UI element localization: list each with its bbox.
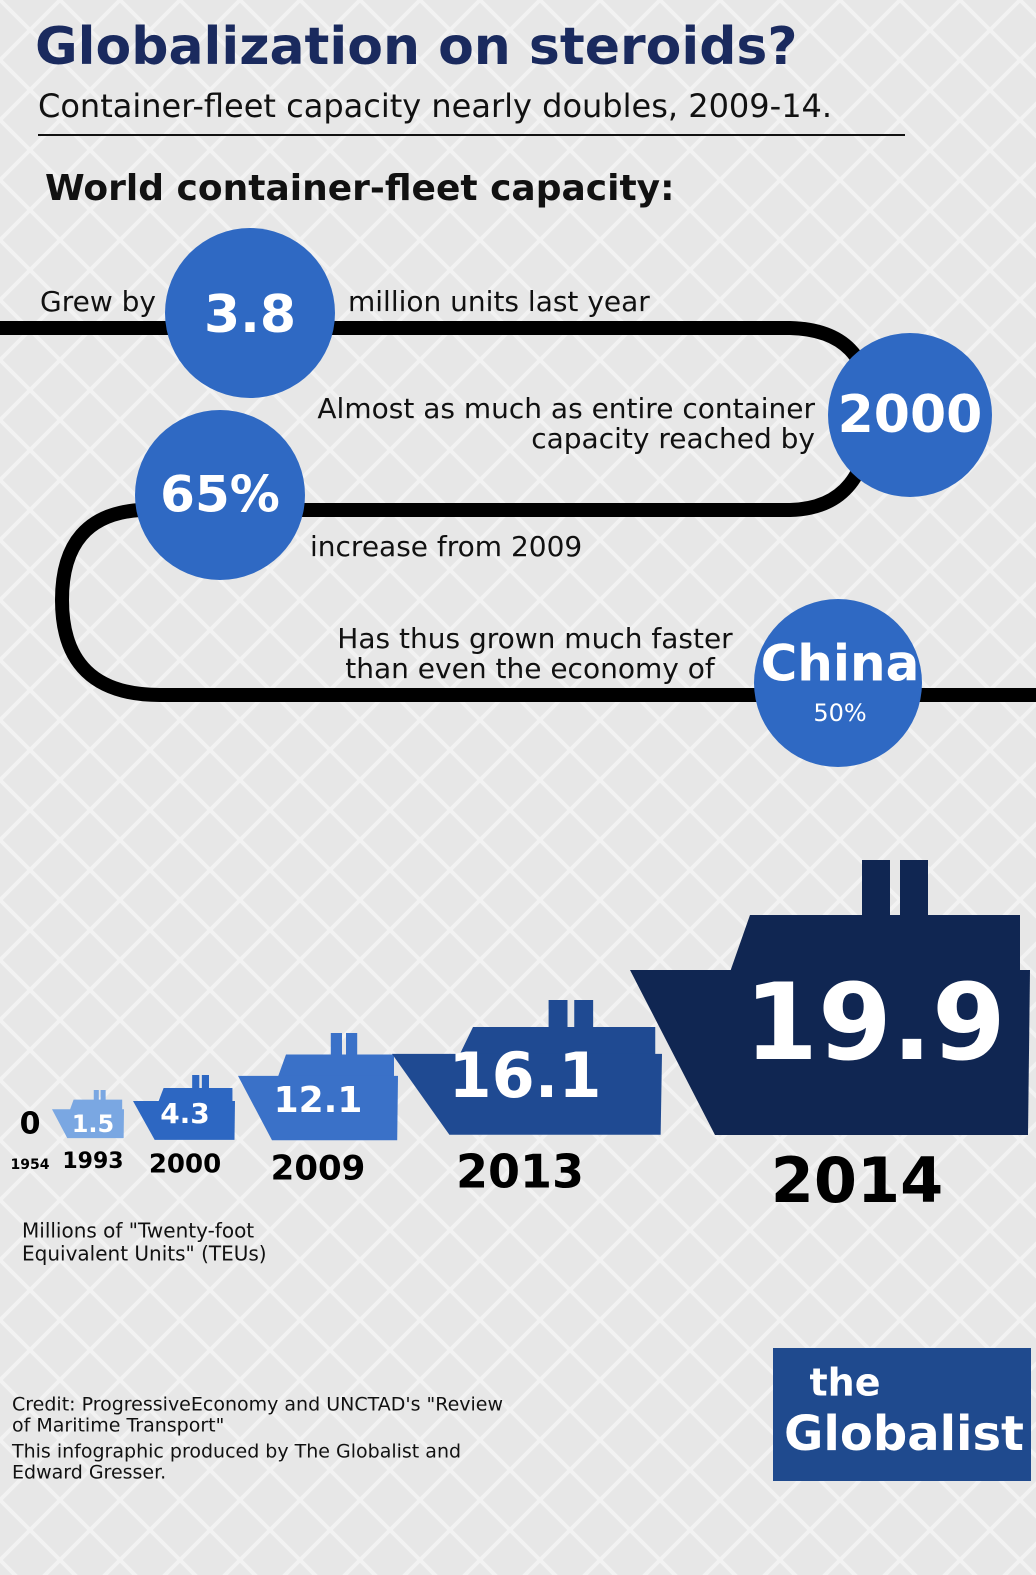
ship-part: [574, 1000, 594, 1029]
ship-part: [346, 1033, 358, 1056]
logo-text: the: [810, 1361, 881, 1405]
ship-part: [630, 970, 1030, 1135]
ship-part: [900, 860, 928, 918]
ships: 0 1954 1.5 1993 4.3 2000 12.1 2009 16.1 2013 19.9 2…: [11, 860, 1030, 1217]
credit: of Maritime Transport": [12, 1415, 224, 1437]
ship-part: [158, 1087, 233, 1102]
ship-value: 12.1: [274, 1080, 363, 1121]
fact-text: capacity reached by: [531, 422, 815, 455]
ship-part: [392, 1053, 662, 1135]
credit: Edward Gresser.: [12, 1462, 166, 1484]
ship-part: [70, 1099, 123, 1110]
badge: [754, 599, 922, 767]
badge-note: 50%: [813, 699, 866, 727]
ship-part: [862, 860, 890, 918]
badge-text: China: [761, 635, 920, 693]
ship-year: 2014: [771, 1144, 944, 1217]
fact-text: million units last year: [348, 285, 650, 318]
fact-text: Almost as much as entire container: [317, 392, 815, 425]
badge-text: 65%: [160, 466, 280, 524]
ship-part: [201, 1075, 209, 1089]
credit: Credit: ProgressiveEconomy and UNCTAD's …: [12, 1394, 503, 1416]
ship-value: 19.9: [744, 961, 1006, 1084]
fact-text: increase from 2009: [310, 530, 582, 563]
badge: [828, 333, 992, 497]
ship-part: [278, 1054, 394, 1077]
logo-text: Globalist: [784, 1406, 1024, 1462]
ship-part: [730, 915, 1020, 972]
unit-note: Millions of "Twenty-foot: [22, 1219, 254, 1243]
section-title: World container-fleet capacity:: [45, 168, 675, 209]
ship-part: [238, 1075, 398, 1141]
ship-value: 16.1: [449, 1039, 602, 1112]
ship-value: 1.5: [72, 1110, 115, 1138]
subtitle: Container-fleet capacity nearly doubles,…: [38, 87, 832, 125]
ship-year: 2013: [456, 1145, 584, 1199]
ship-year: 1993: [62, 1149, 123, 1174]
ship-value: 4.3: [160, 1097, 210, 1130]
ship-part: [192, 1075, 200, 1089]
ship-year: 2000: [149, 1150, 221, 1180]
fact-text: than even the economy of: [345, 652, 716, 685]
ship-year: 2009: [271, 1149, 366, 1189]
badge-text: 3.8: [204, 285, 296, 345]
fact-text: Grew by: [40, 285, 156, 318]
badge: [135, 410, 305, 580]
badge-text: 2000: [838, 385, 983, 445]
ship-part: [100, 1090, 106, 1101]
ship-part: [330, 1033, 342, 1056]
ship-part: [93, 1090, 99, 1101]
ship-part: [548, 1000, 568, 1029]
badge: [165, 228, 335, 398]
ship-part: [133, 1100, 235, 1140]
fact-text: Has thus grown much faster: [337, 622, 733, 655]
logo: [773, 1348, 1031, 1481]
ship-part: [459, 1026, 656, 1055]
credit: This infographic produced by The Globali…: [11, 1441, 461, 1463]
ship-value: 0: [20, 1107, 41, 1142]
ship-part: [52, 1109, 124, 1139]
title: Globalization on steroids?: [35, 17, 798, 77]
unit-note: Equivalent Units" (TEUs): [22, 1242, 267, 1266]
ship-year: 1954: [11, 1157, 50, 1173]
